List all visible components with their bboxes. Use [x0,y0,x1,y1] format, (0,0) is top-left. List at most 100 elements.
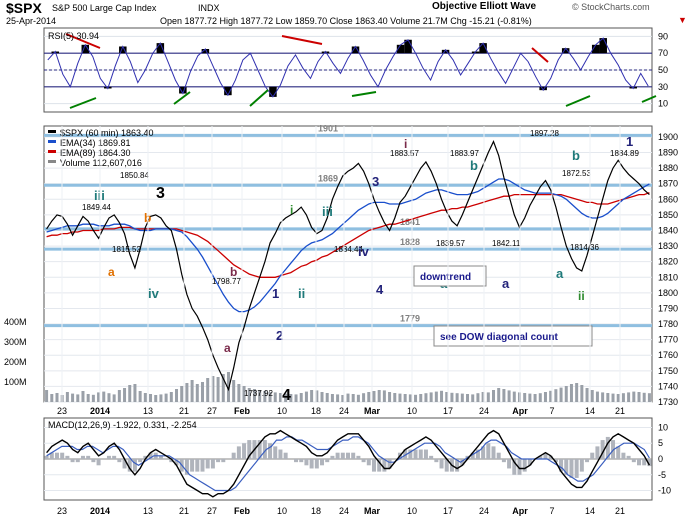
volume-bar [50,394,54,402]
macd-histogram-bar [569,459,574,478]
volume-bar [273,392,277,402]
macd-histogram-bar [127,459,132,472]
macd-histogram-bar [106,455,111,459]
macd-x-tick: 2014 [90,506,110,516]
volume-bar [356,394,360,402]
price-x-tick: Apr [512,406,528,416]
volume-bar [398,393,402,402]
volume-bar [133,384,137,402]
macd-histogram-bar [387,459,392,469]
macd-histogram-bar [335,452,340,459]
volume-bar [440,390,444,402]
macd-histogram-bar [403,449,408,459]
rsi-legend: RSI(5) 30.94 [48,31,99,41]
volume-bar [590,390,594,402]
volume-bar [195,384,199,402]
macd-histogram-bar [356,455,361,459]
macd-histogram-bar [470,452,475,459]
volume-bar [232,380,236,402]
price-x-tick: Mar [364,406,381,416]
volume-bar [595,391,599,402]
price-tick-label: 1740 [658,381,678,391]
wave-label: b [572,148,580,163]
volume-bar [226,372,230,402]
rsi-tick-label: 70 [658,48,668,58]
macd-histogram-bar [138,459,143,463]
price-tick-label: 1750 [658,366,678,376]
macd-histogram-bar [517,459,522,475]
macd-histogram-bar [559,459,564,472]
level-label: 1841 [400,217,420,227]
volume-bar [528,393,532,402]
wave-label: ii [578,289,585,303]
rsi-tick-label: 30 [658,82,668,92]
macd-histogram-bar [242,443,247,459]
macd-histogram-bar [184,459,189,475]
volume-bar [611,393,615,402]
macd-histogram-bar [299,459,304,463]
macd-histogram-bar [262,440,267,459]
price-annotation: 1834.44 [334,245,363,254]
rsi-overbought-fill [201,49,210,54]
macd-histogram-bar [481,446,486,459]
annotation-box-text: see DOW diagonal count [440,332,558,343]
volume-tick-label: 400M [4,317,27,327]
macd-histogram-bar [616,446,621,459]
macd-histogram-bar [117,459,122,463]
macd-histogram-bar [80,455,85,459]
volume-bar [221,374,225,402]
price-annotation: 1815.52 [112,245,141,254]
volume-bar [523,393,527,402]
macd-histogram-bar [330,455,335,459]
macd-histogram-bar [564,459,569,475]
wave-label: i [290,203,293,217]
volume-bar [341,395,345,402]
macd-histogram-bar [210,459,215,469]
macd-tick-label: 0 [658,454,663,464]
price-line [46,140,650,392]
volume-bar [549,390,553,402]
rsi-oversold-fill [179,86,187,94]
volume-bar [455,393,459,402]
wave-label: b [230,265,237,279]
macd-histogram-bar [314,459,319,469]
macd-histogram-bar [637,459,642,466]
volume-bar [252,389,256,402]
volume-bar [377,390,381,402]
volume-bar [112,394,116,402]
rsi-line [47,37,649,98]
legend-swatch [48,130,56,133]
rsi-overbought-fill [479,43,487,54]
volume-bar [299,393,303,402]
wave-label: i [404,137,407,151]
macd-histogram-bar [486,443,491,459]
price-x-tick: 18 [311,406,321,416]
price-tick-label: 1730 [658,397,678,407]
macd-histogram-bar [278,449,283,459]
price-annotation: 1883.57 [390,149,419,158]
macd-histogram-bar [70,459,75,463]
macd-histogram-bar [585,459,590,463]
rsi-oversold-fill [539,86,547,91]
price-x-tick: 17 [443,406,453,416]
macd-histogram-bar [590,452,595,459]
volume-bar [45,390,49,402]
rsi-overbought-fill [561,48,570,54]
volume-bar [149,394,153,402]
volume-bar [175,389,179,402]
volume-bar [554,389,558,402]
rsi-oversold-fill [269,86,277,97]
price-annotation: 1737.92 [244,389,273,398]
price-tick-label: 1880 [658,163,678,173]
macd-histogram-bar [642,459,647,466]
legend-swatch [48,160,56,163]
rsi-overbought-fill [404,39,412,54]
volume-bar [362,393,366,402]
wave-label: 3 [372,174,379,189]
volume-bar [460,393,464,402]
volume-bar [169,392,173,402]
volume-bar [247,388,251,402]
volume-bar [268,392,272,402]
price-tick-label: 1830 [658,241,678,251]
price-x-tick: 23 [57,406,67,416]
